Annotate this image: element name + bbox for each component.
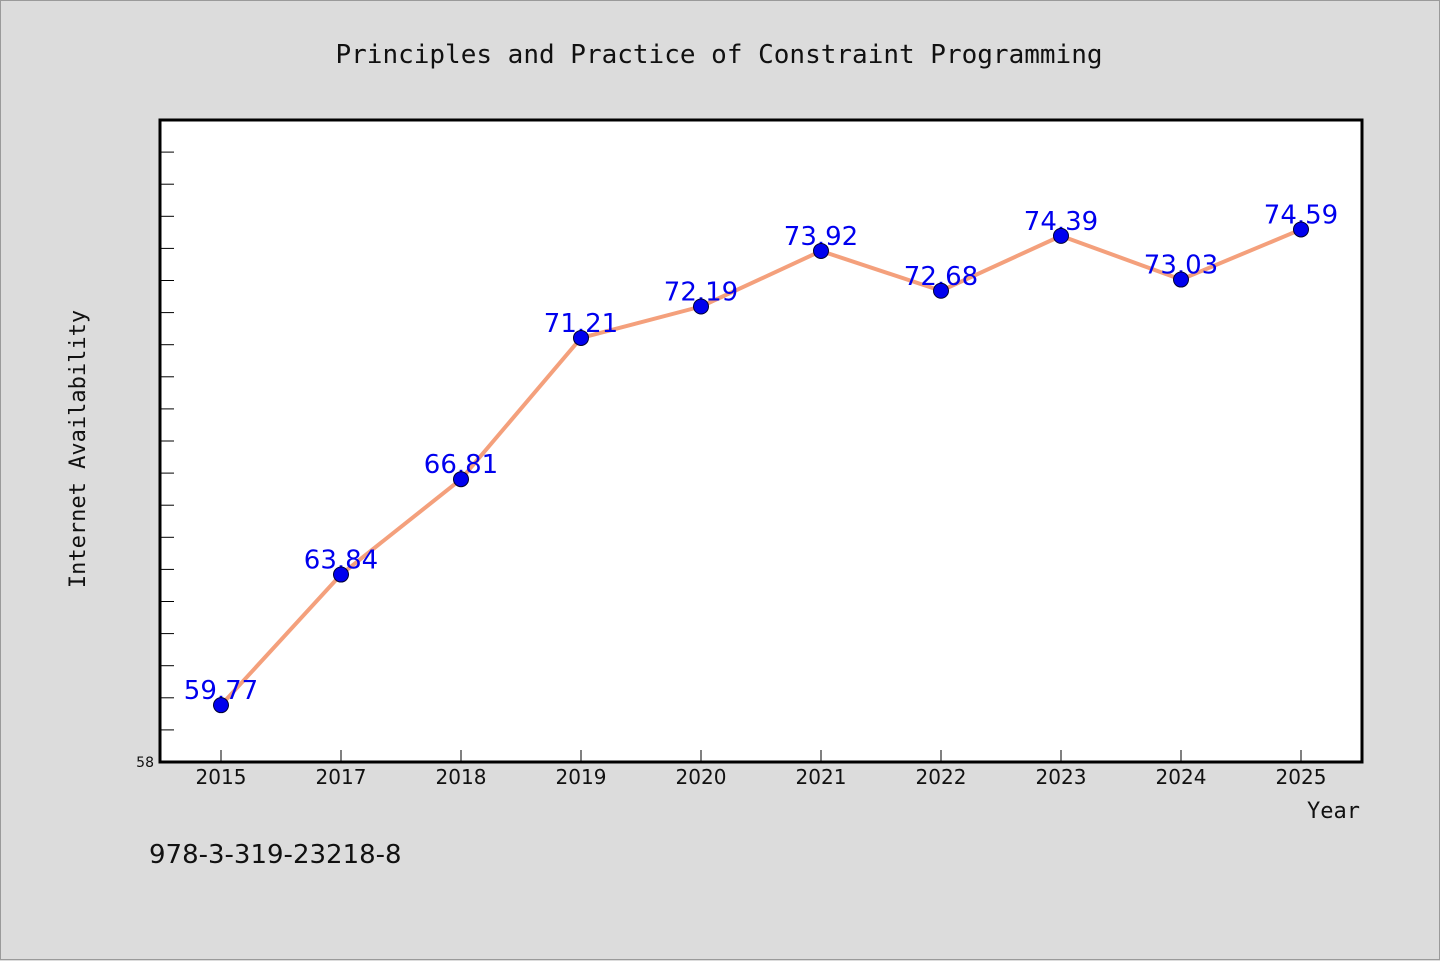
data-point: [1173, 271, 1189, 288]
data-point: [453, 471, 469, 488]
data-point: [693, 298, 709, 315]
footer-code: 978-3-319-23218-8: [149, 840, 402, 870]
y-axis-ticks: [160, 151, 174, 731]
data-markers: [213, 221, 1309, 714]
x-tick-label: 2025: [1276, 765, 1327, 789]
series-line: [219, 227, 1303, 708]
y-axis-label: Internet Availability: [66, 310, 91, 588]
data-point: [573, 329, 589, 346]
x-tick-label: 2015: [196, 765, 247, 789]
x-tick-label: 2018: [436, 765, 487, 789]
x-axis-label: Year: [1307, 799, 1360, 824]
data-point: [1293, 221, 1309, 238]
data-point: [213, 697, 229, 714]
data-point: [933, 282, 949, 299]
x-tick-label: 2021: [796, 765, 847, 789]
x-tick-label: 2022: [916, 765, 967, 789]
data-point: [1053, 227, 1069, 244]
x-axis-ticks: [220, 750, 1302, 762]
x-tick-labels: 2015 2017 2018 2019 2020 2021 2022 2023 2024 2025: [196, 765, 1327, 789]
y-tick-label-min: 58: [136, 755, 154, 771]
x-tick-label: 2020: [676, 765, 727, 789]
x-tick-label: 2024: [1156, 765, 1207, 789]
x-tick-label: 2019: [556, 765, 607, 789]
data-point: [813, 242, 829, 259]
chart-title: Principles and Practice of Constraint Pr…: [335, 40, 1102, 70]
data-point: [333, 566, 349, 583]
x-tick-label: 2017: [316, 765, 367, 789]
x-tick-label: 2023: [1036, 765, 1087, 789]
plot-area: [158, 118, 1364, 764]
